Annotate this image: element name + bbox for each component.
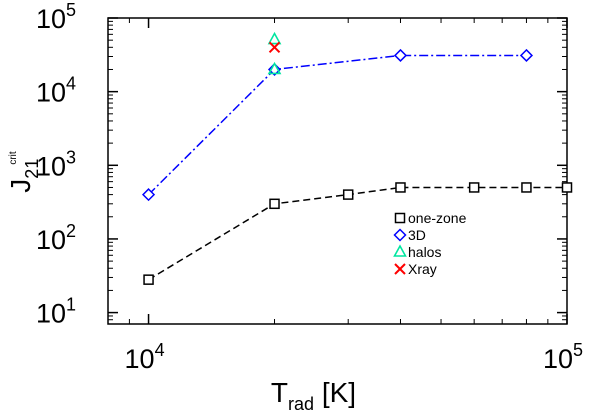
y-tick-exponent: 2	[66, 221, 76, 241]
data-point-xray-stroke	[268, 41, 281, 54]
x-axis-title-unit: [K]	[314, 377, 356, 408]
x-tick-exponent: 4	[155, 340, 165, 360]
x-tick-label: 105	[543, 340, 583, 374]
legend-label-3d: 3D	[408, 227, 426, 243]
y-tick-exponent: 3	[66, 147, 76, 167]
data-point-one-zone	[468, 182, 480, 193]
x-tick-label: 104	[125, 340, 165, 374]
plot-frame	[107, 17, 568, 325]
data-point-one-zone	[395, 182, 406, 193]
data-point-one-zone	[561, 182, 573, 193]
data-point-one-zone	[269, 198, 280, 210]
data-point-xray	[268, 41, 281, 54]
y-tick-label: 101	[36, 295, 76, 329]
data-point-halos	[267, 31, 282, 45]
series-line-one-zone	[148, 186, 567, 281]
legend-marker-halos	[393, 244, 407, 257]
data-point-one-zone	[342, 189, 354, 200]
y-tick-exponent: 4	[66, 74, 76, 94]
data-point-3d	[141, 188, 156, 202]
legend-label-xray: Xray	[408, 261, 437, 277]
legend-marker-3d	[393, 228, 407, 242]
data-point-3d	[267, 62, 282, 77]
legend-label-halos: halos	[408, 244, 441, 260]
series-line-3d	[148, 54, 527, 196]
data-point-one-zone	[521, 182, 532, 193]
data-point-3d	[519, 48, 534, 63]
data-point-3d	[393, 48, 408, 63]
y-tick-label: 105	[36, 0, 76, 34]
y-axis-title-subscript: 21	[22, 159, 42, 179]
data-point-halos	[267, 61, 282, 75]
data-point-one-zone	[143, 274, 154, 285]
y-axis-title-superscript: crit	[8, 151, 19, 165]
y-tick-label: 102	[36, 221, 76, 255]
legend-marker-xray	[394, 263, 406, 275]
y-tick-exponent: 5	[66, 0, 76, 20]
legend-label-one-zone: one-zone	[408, 210, 467, 226]
y-tick-label: 104	[36, 74, 76, 108]
legend-marker-xray-stroke	[394, 263, 406, 275]
y-tick-exponent: 1	[66, 295, 76, 315]
x-axis-title-subscript: rad	[288, 394, 314, 412]
legend-marker-one-zone	[394, 212, 406, 224]
x-tick-exponent: 5	[573, 340, 583, 360]
x-axis-title: Trad [K]	[271, 377, 356, 412]
